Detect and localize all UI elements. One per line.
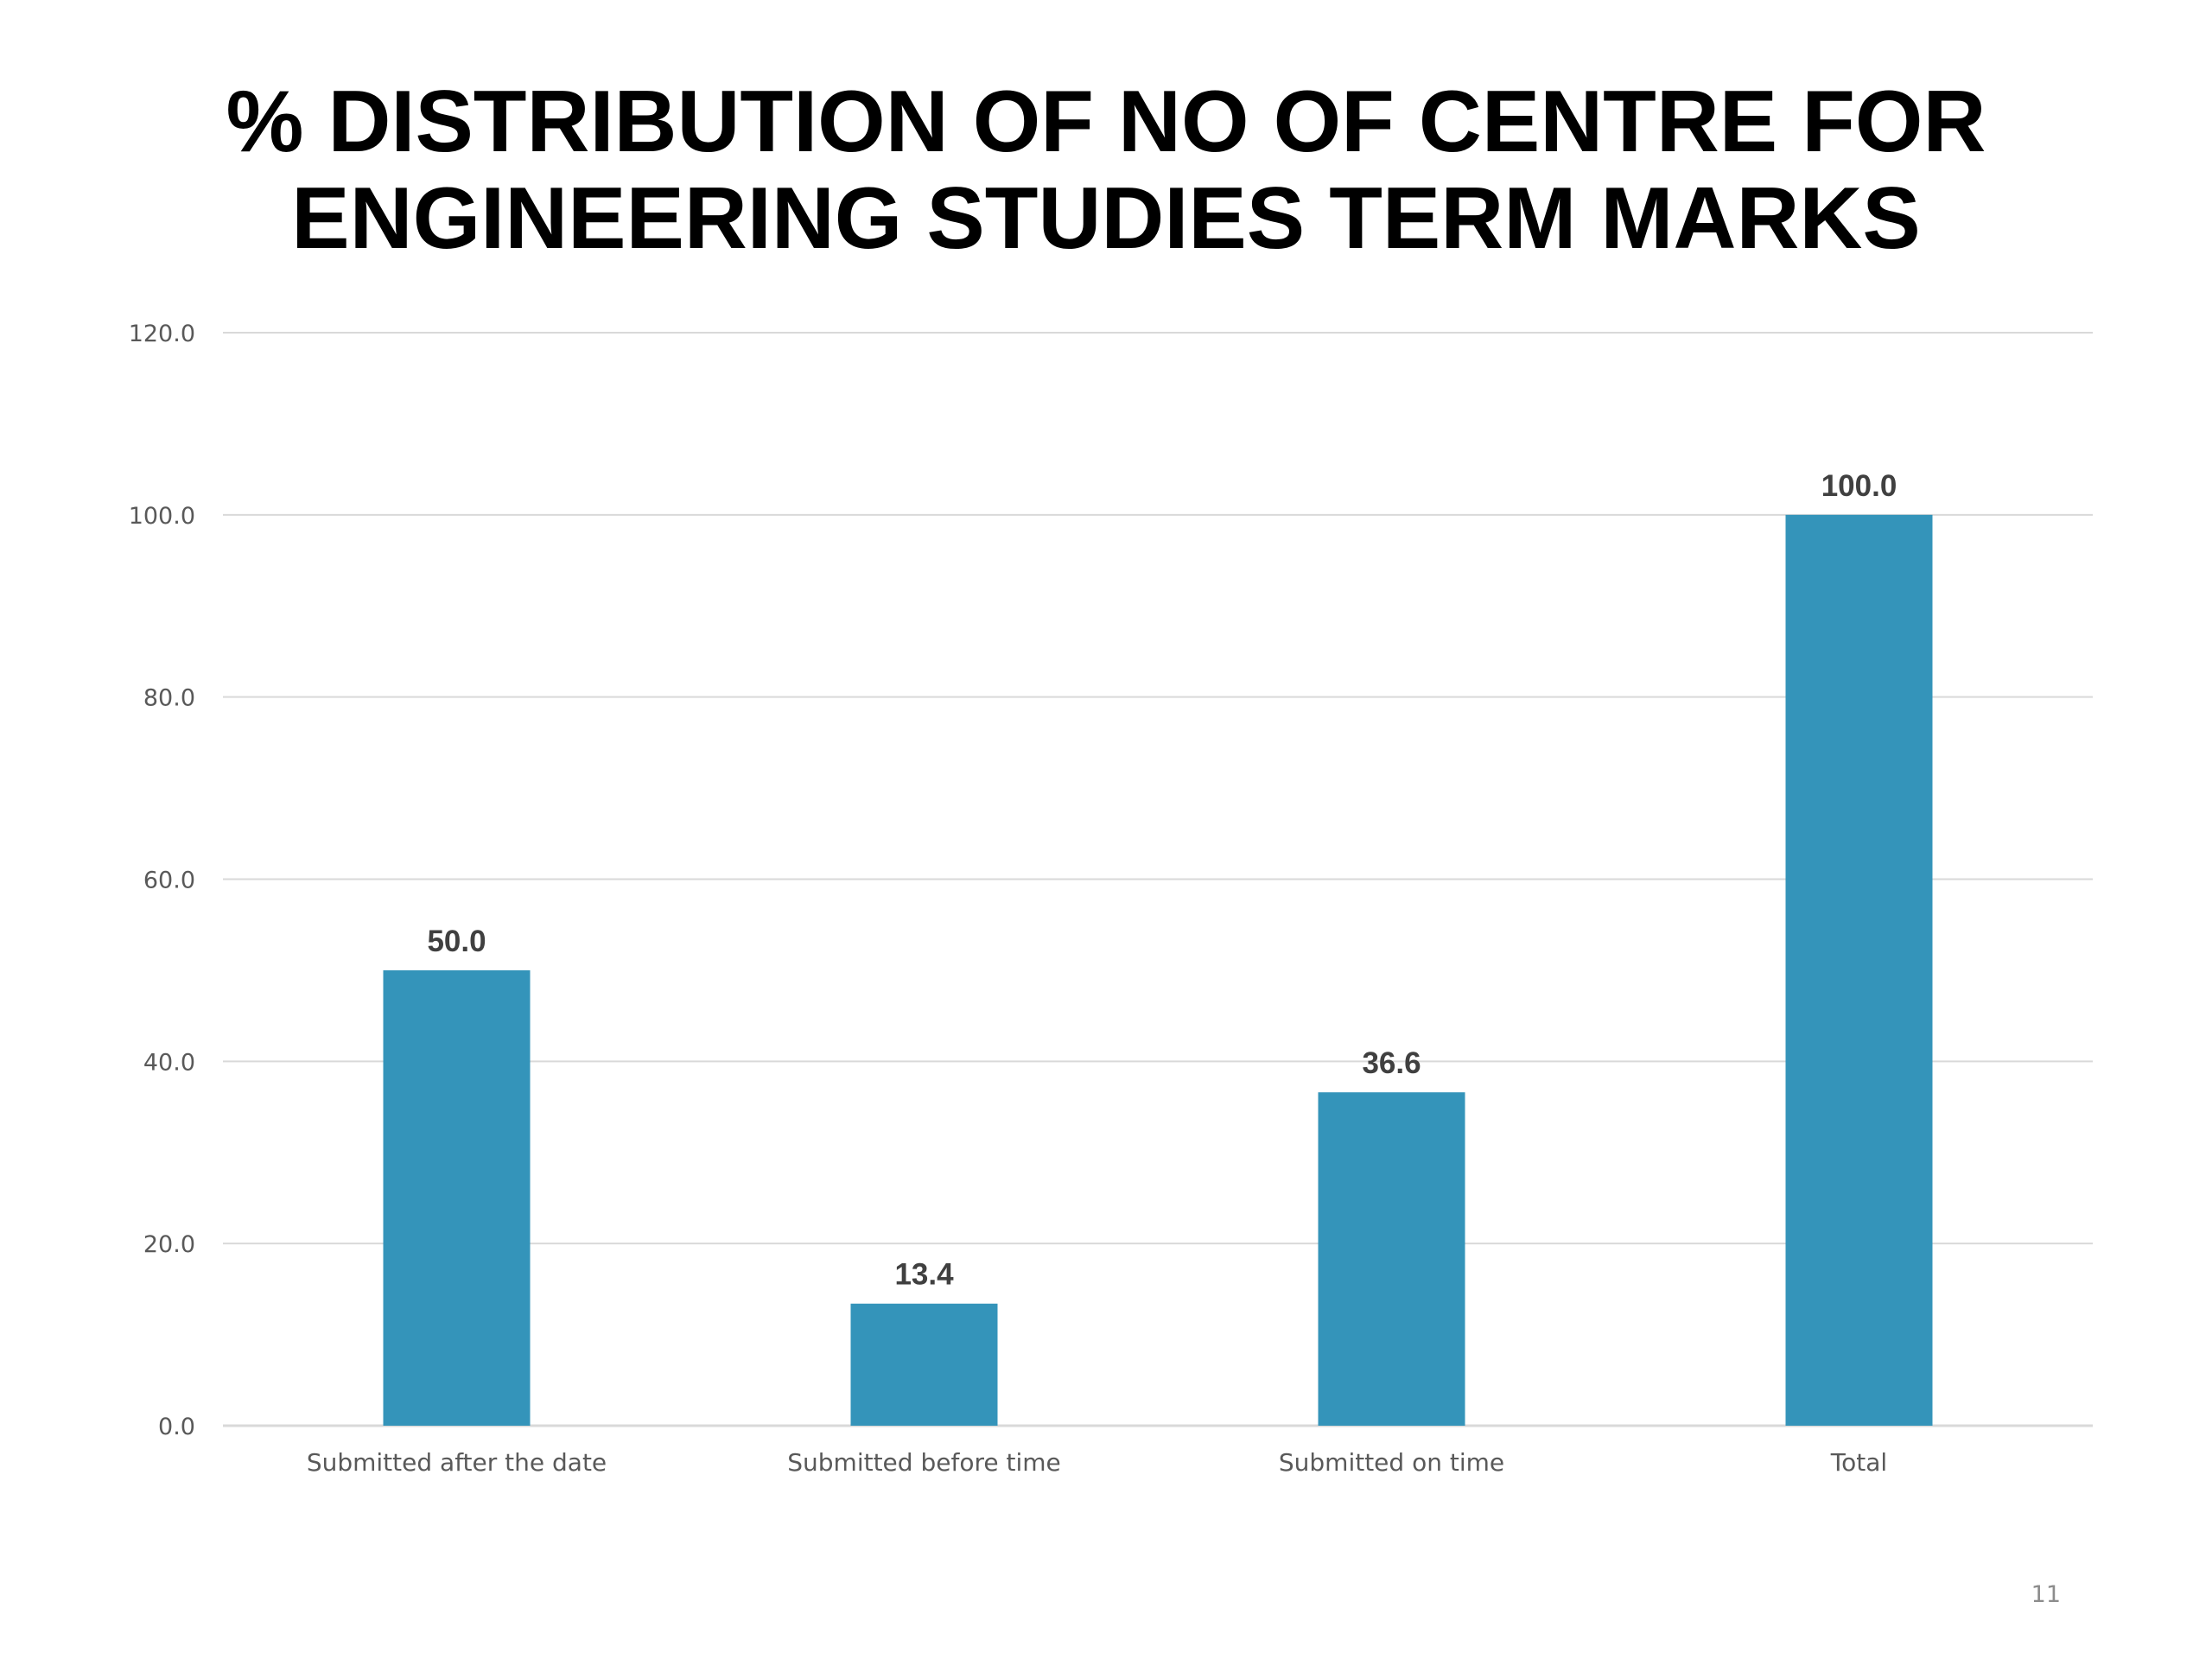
data-labels: 50.0 13.4 36.6 100.0 bbox=[427, 469, 1897, 1292]
bars bbox=[383, 514, 1933, 1427]
x-category-label: Submitted after the date bbox=[307, 1448, 607, 1477]
x-axis-categories: Submitted after the date Submitted before… bbox=[307, 1448, 1887, 1477]
bar bbox=[850, 1303, 998, 1426]
chart-title-line-2: ENGINEERING STUDIES TERM MARKS bbox=[291, 170, 1921, 267]
bar bbox=[1318, 1092, 1465, 1426]
y-tick-label: 0.0 bbox=[158, 1414, 195, 1440]
gridlines bbox=[223, 332, 2093, 1427]
x-category-label: Total bbox=[1830, 1448, 1887, 1477]
y-tick-label: 20.0 bbox=[143, 1231, 195, 1258]
y-tick-label: 120.0 bbox=[129, 321, 195, 347]
y-axis-ticks: 0.0 20.0 40.0 60.0 80.0 100.0 120.0 bbox=[129, 321, 195, 1440]
y-tick-label: 60.0 bbox=[143, 868, 195, 894]
bar bbox=[383, 969, 531, 1426]
y-tick-label: 40.0 bbox=[143, 1049, 195, 1076]
x-category-label: Submitted before time bbox=[787, 1448, 1060, 1477]
data-label: 13.4 bbox=[894, 1258, 954, 1292]
bar bbox=[1785, 514, 1933, 1427]
x-category-label: Submitted on time bbox=[1279, 1448, 1504, 1477]
chart-title: % DISTRIBUTION OF NO OF CENTRE FOR ENGIN… bbox=[138, 73, 2074, 267]
chart-title-line-1: % DISTRIBUTION OF NO OF CENTRE FOR bbox=[226, 73, 1986, 170]
data-label: 50.0 bbox=[427, 925, 486, 958]
y-tick-label: 100.0 bbox=[129, 503, 195, 530]
data-label: 100.0 bbox=[1821, 469, 1897, 503]
y-tick-label: 80.0 bbox=[143, 685, 195, 712]
data-label: 36.6 bbox=[1362, 1046, 1421, 1080]
page-number: 11 bbox=[2031, 1581, 2061, 1608]
